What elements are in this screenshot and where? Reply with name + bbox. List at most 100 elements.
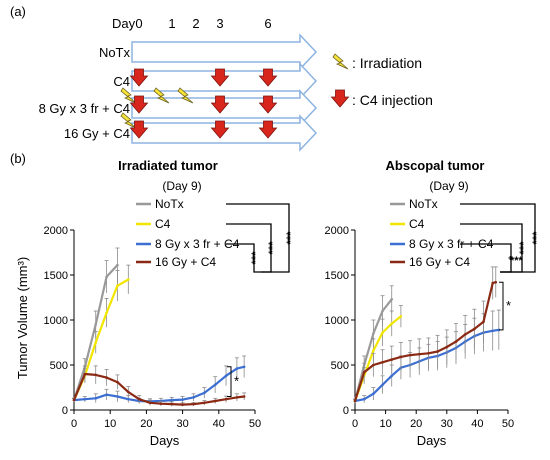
end-significance-bracket xyxy=(499,281,504,331)
data-point xyxy=(353,399,357,403)
data-point xyxy=(381,309,384,313)
y-tick-label: 0 xyxy=(343,405,349,417)
data-point xyxy=(116,395,119,398)
data-point xyxy=(381,361,384,364)
irradiated-tumor-chart: Irradiated tumor (Day 9) 0 500 1000 1500 2000 0… xyxy=(44,158,297,448)
abscopal-tumor-chart: Abscopal tumor (Day 9) 0 500 1000 1500 2000 0 10… xyxy=(325,158,543,448)
data-point xyxy=(381,383,384,387)
data-point xyxy=(127,390,130,394)
significance-stars: *** xyxy=(267,241,279,255)
significance-bracket xyxy=(226,243,261,273)
chart-subtitle: (Day 9) xyxy=(429,179,468,193)
legend-label: 16 Gy + C4 xyxy=(155,255,216,269)
data-point xyxy=(105,393,108,397)
data-point xyxy=(408,353,412,357)
data-point xyxy=(494,280,498,284)
data-point xyxy=(192,402,195,406)
x-axis-label: Days xyxy=(150,433,180,448)
legend-label: NoTx xyxy=(409,197,438,211)
significance-stars: *** xyxy=(518,241,530,255)
group-label: C4 xyxy=(113,74,130,89)
data-point xyxy=(181,403,184,406)
timeline-row: NoTx xyxy=(99,33,318,71)
timeline-row: C4 xyxy=(113,62,318,100)
day-label: 2 xyxy=(192,16,199,31)
data-point xyxy=(192,396,195,399)
significance-bracket xyxy=(226,223,272,273)
data-point xyxy=(203,391,206,395)
injection-legend-label: : C4 injection xyxy=(352,92,433,108)
x-axis-label: Days xyxy=(417,433,447,448)
significance-brackets: *** *** *** xyxy=(226,203,297,273)
data-point xyxy=(390,358,394,361)
y-tick-label: 500 xyxy=(50,360,68,372)
y-tick-label: 1000 xyxy=(325,315,349,327)
series-line xyxy=(354,328,499,403)
data-point xyxy=(381,331,384,334)
data-point xyxy=(137,397,141,401)
x-tick-label: 10 xyxy=(379,418,391,430)
significance-stars: *** xyxy=(510,255,524,267)
data-point xyxy=(181,398,184,401)
data-point xyxy=(105,275,108,279)
x-tick-label: 40 xyxy=(213,418,225,430)
day-labels: 0 1 2 3 6 xyxy=(135,16,271,31)
x-tick-label: 50 xyxy=(249,418,261,430)
series-3 xyxy=(353,309,501,403)
data-point xyxy=(242,395,246,398)
y-tick-label: 500 xyxy=(331,360,349,372)
data-point xyxy=(116,380,119,384)
timeline-arrow xyxy=(131,33,318,71)
data-point xyxy=(445,345,449,349)
group-label: 8 Gy x 3 fr + C4 xyxy=(39,101,130,116)
y-tick-label: 0 xyxy=(62,405,68,417)
injection-legend: : C4 injection xyxy=(331,89,433,108)
y-tick-label: 1000 xyxy=(44,315,68,327)
data-point xyxy=(362,397,366,401)
x-tick-label: 20 xyxy=(140,418,152,430)
x-tick-label: 50 xyxy=(502,418,514,430)
legend-label: 8 Gy x 3 fr + C4 xyxy=(155,237,240,251)
end-significance-star: * xyxy=(234,374,239,389)
day-label: 1 xyxy=(168,16,175,31)
data-point xyxy=(148,401,152,405)
y-tick-label: 2000 xyxy=(44,225,68,237)
data-point xyxy=(105,376,108,379)
data-point xyxy=(94,373,98,377)
data-point xyxy=(127,397,130,401)
data-point xyxy=(159,402,163,406)
group-label: 16 Gy + C4 xyxy=(64,126,130,141)
significance-stars: * xyxy=(507,255,519,260)
timeline-row: 16 Gy + C4 xyxy=(64,112,318,152)
data-point xyxy=(224,374,228,378)
end-significance-star: * xyxy=(506,298,511,313)
data-point xyxy=(372,349,375,352)
data-point xyxy=(372,363,375,367)
data-point xyxy=(372,332,375,335)
data-point xyxy=(170,398,174,402)
significance-stars: *** xyxy=(250,251,262,265)
significance-brackets: ********** xyxy=(460,203,543,273)
y-tick-label: 1500 xyxy=(44,270,68,282)
x-tick-label: 0 xyxy=(71,418,77,430)
timeline-row: 8 Gy x 3 fr + C4 xyxy=(39,87,318,127)
panel-b-label: (b) xyxy=(10,151,26,166)
data-point xyxy=(83,397,87,401)
legend-label: 8 Gy x 3 fr + C4 xyxy=(409,237,494,251)
data-point xyxy=(83,372,87,376)
legend-label: C4 xyxy=(409,217,425,231)
data-point xyxy=(390,374,394,378)
y-tick-label: 1500 xyxy=(325,270,349,282)
legend-label: C4 xyxy=(155,217,171,231)
x-tick-label: 10 xyxy=(104,418,116,430)
data-point xyxy=(427,352,430,355)
data-point xyxy=(399,315,403,318)
data-point xyxy=(116,284,119,288)
y-tick-label: 2000 xyxy=(325,225,349,237)
day-label: 3 xyxy=(216,16,223,31)
data-point xyxy=(94,323,98,326)
panel-a-label: (a) xyxy=(10,4,26,19)
data-point xyxy=(436,350,439,353)
data-point xyxy=(235,367,239,370)
data-point xyxy=(390,298,394,301)
